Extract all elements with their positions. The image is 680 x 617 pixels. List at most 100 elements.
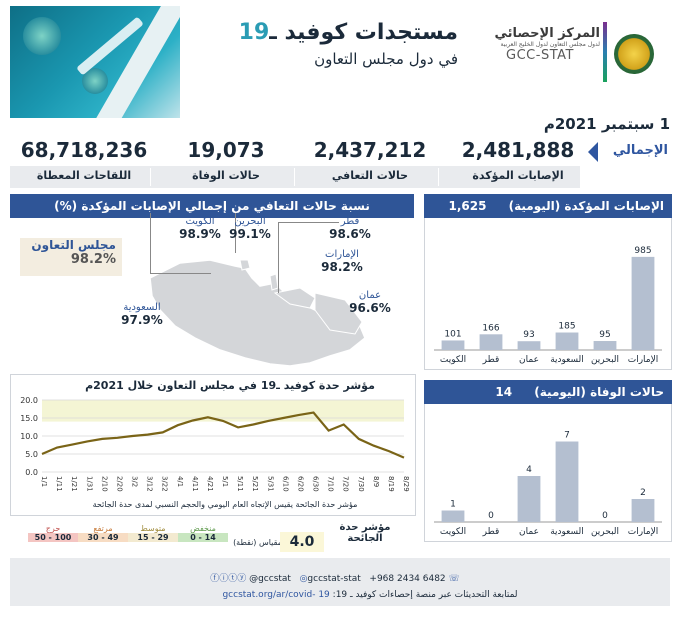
daily-deaths-title: حالات الوفاة (اليومية) — [534, 385, 664, 399]
page-subtitle: في دول مجلس التعاون — [314, 50, 458, 68]
strip-divider — [150, 168, 151, 186]
follow-text: لمتابعة التحديثات عبر منصة إحصاءات كوفيد… — [332, 590, 518, 600]
map-leader-line — [278, 222, 339, 293]
x-tick-label: 4/11 — [191, 476, 199, 492]
map-leader-line — [235, 213, 236, 253]
handle-2[interactable]: @gccstat — [249, 574, 291, 584]
globe-icon: ◎ — [299, 574, 308, 584]
category-label: عمان — [519, 355, 539, 365]
map-leader-line — [150, 213, 211, 274]
daily-deaths-panel — [424, 380, 672, 542]
label-kuwait: الكويت 98.9% — [170, 216, 230, 241]
daily-cases-title: الإصابات المؤكدة (اليومية) — [508, 199, 664, 213]
x-tick-label: 6/30 — [312, 476, 320, 492]
data-label: 0 — [602, 511, 608, 521]
strip-divider — [294, 168, 295, 186]
bar — [479, 334, 503, 350]
daily-cases-head: الإصابات المؤكدة (اليومية) 1,625 — [424, 194, 672, 218]
org-color-bar — [603, 22, 607, 82]
uae-name: الإمارات — [325, 249, 359, 260]
title-number: 19 — [238, 20, 270, 45]
severity-line-chart: 0.0 5.0 10.0 15.0 20.0 1/1 1/11 1/21 1/31 2/10 2/2… — [20, 396, 410, 492]
x-tick-label: 7/10 — [327, 476, 335, 492]
category-label: الإمارات — [628, 355, 659, 365]
x-tick-label: 1/11 — [55, 476, 63, 492]
map-uae — [273, 287, 316, 309]
scale-level-low: منخفض 0 - 14 — [178, 524, 228, 548]
x-tick-label: 6/20 — [296, 476, 304, 492]
map-qatar — [269, 273, 279, 291]
org-name-en: GCC-STAT — [506, 48, 574, 63]
data-label: 4 — [526, 465, 532, 475]
total-label: الإجمالي — [612, 143, 668, 158]
qatar-name: قطر — [340, 216, 360, 227]
x-tick-label: 4/21 — [206, 476, 214, 492]
y-tick-label: 5.0 — [25, 450, 38, 459]
daily-cases-chart: 985 الإمارات 95 البحرين 185 السعودية 93 عمان 166… — [434, 246, 662, 365]
medium-band — [42, 400, 404, 422]
x-tick-label: 5/1 — [221, 476, 229, 487]
total-recovered-value: 2,437,212 — [313, 138, 427, 162]
y-tick-label: 10.0 — [20, 432, 38, 441]
severity-title-part1: مؤشر حدة كوفيد ـ — [276, 379, 375, 392]
daily-cases-total: 1,625 — [448, 199, 487, 213]
data-label: 101 — [444, 329, 461, 339]
daily-deaths-head: حالات الوفاة (اليومية) 14 — [424, 380, 672, 404]
kuwait-value: 98.9% — [179, 227, 221, 241]
kuwait-name: الكويت — [185, 216, 215, 227]
total-arrow-icon — [588, 142, 598, 162]
scale-level-high: مرتفع 30 - 49 — [78, 524, 128, 548]
total-vaccines-value: 68,718,236 — [20, 138, 148, 162]
x-tick-label: 7/20 — [342, 476, 350, 492]
phone-number[interactable]: +968 2434 6482 — [369, 574, 446, 584]
daily-deaths-chart: 2 الإمارات 0 البحرين 7 السعودية 4 عمان 0 قطر 1 الكو… — [434, 431, 662, 537]
data-label: 985 — [634, 246, 651, 256]
category-label: قطر — [482, 527, 500, 537]
gcc-recovery-value: 98.2% — [70, 252, 116, 267]
total-confirmed-value: 2,481,888 — [461, 138, 575, 162]
bar — [441, 340, 465, 350]
map-oman — [314, 292, 363, 335]
data-label: 166 — [482, 323, 499, 333]
oman-value: 96.6% — [349, 301, 391, 315]
data-label: 95 — [599, 330, 610, 340]
x-tick-label: 2/10 — [100, 476, 108, 492]
bahrain-value: 99.1% — [229, 227, 271, 241]
oman-name: عمان — [358, 290, 382, 301]
x-tick-label: 5/21 — [251, 476, 259, 492]
gcc-recovery-label: مجلس التعاون — [31, 238, 116, 252]
label-oman: عمان 96.6% — [340, 290, 400, 315]
y-tick-label: 0.0 — [25, 468, 38, 477]
daily-deaths-total: 14 — [495, 385, 513, 399]
strip-divider — [438, 168, 439, 186]
label-bahrain: البحرين 99.1% — [220, 216, 280, 241]
bar — [517, 476, 541, 522]
handle-1[interactable]: gccstat-stat — [307, 574, 361, 584]
data-label: 0 — [488, 511, 494, 521]
saudi-name: السعودية — [123, 302, 161, 313]
category-label: قطر — [482, 355, 500, 365]
title-text: مستجدات كوفيد ـ — [269, 20, 458, 45]
data-label: 93 — [523, 330, 534, 340]
data-label: 1 — [450, 500, 456, 510]
current-severity-label: مؤشر حدة الجائحة — [339, 522, 391, 544]
totals-label-strip — [10, 166, 580, 188]
category-label: عمان — [519, 527, 539, 537]
total-confirmed-label: الإصابات المؤكدة — [472, 169, 564, 182]
footer — [10, 558, 670, 606]
x-tick-label: 8/19 — [387, 476, 395, 492]
total-deaths-label: حالات الوفاة — [192, 169, 260, 182]
map-kuwait — [239, 259, 251, 271]
bar — [593, 341, 617, 350]
severity-title-part2: في مجلس التعاون خلال 2021م — [85, 379, 257, 392]
current-severity-value: 4.0 — [280, 532, 324, 552]
x-tick-label: 7/30 — [357, 476, 365, 492]
total-deaths-value: 19,073 — [187, 138, 265, 162]
covid-platform-link[interactable]: gccstat.org/ar/covid- 19 — [222, 590, 330, 600]
category-label: الإمارات — [628, 527, 659, 537]
social-icons[interactable]: ⓕⓘⓣⓨ — [210, 574, 247, 584]
y-tick-label: 20.0 — [20, 396, 38, 405]
x-tick-label: 5/31 — [266, 476, 274, 492]
bar — [631, 499, 655, 522]
label-qatar: قطر 98.6% — [320, 216, 380, 241]
